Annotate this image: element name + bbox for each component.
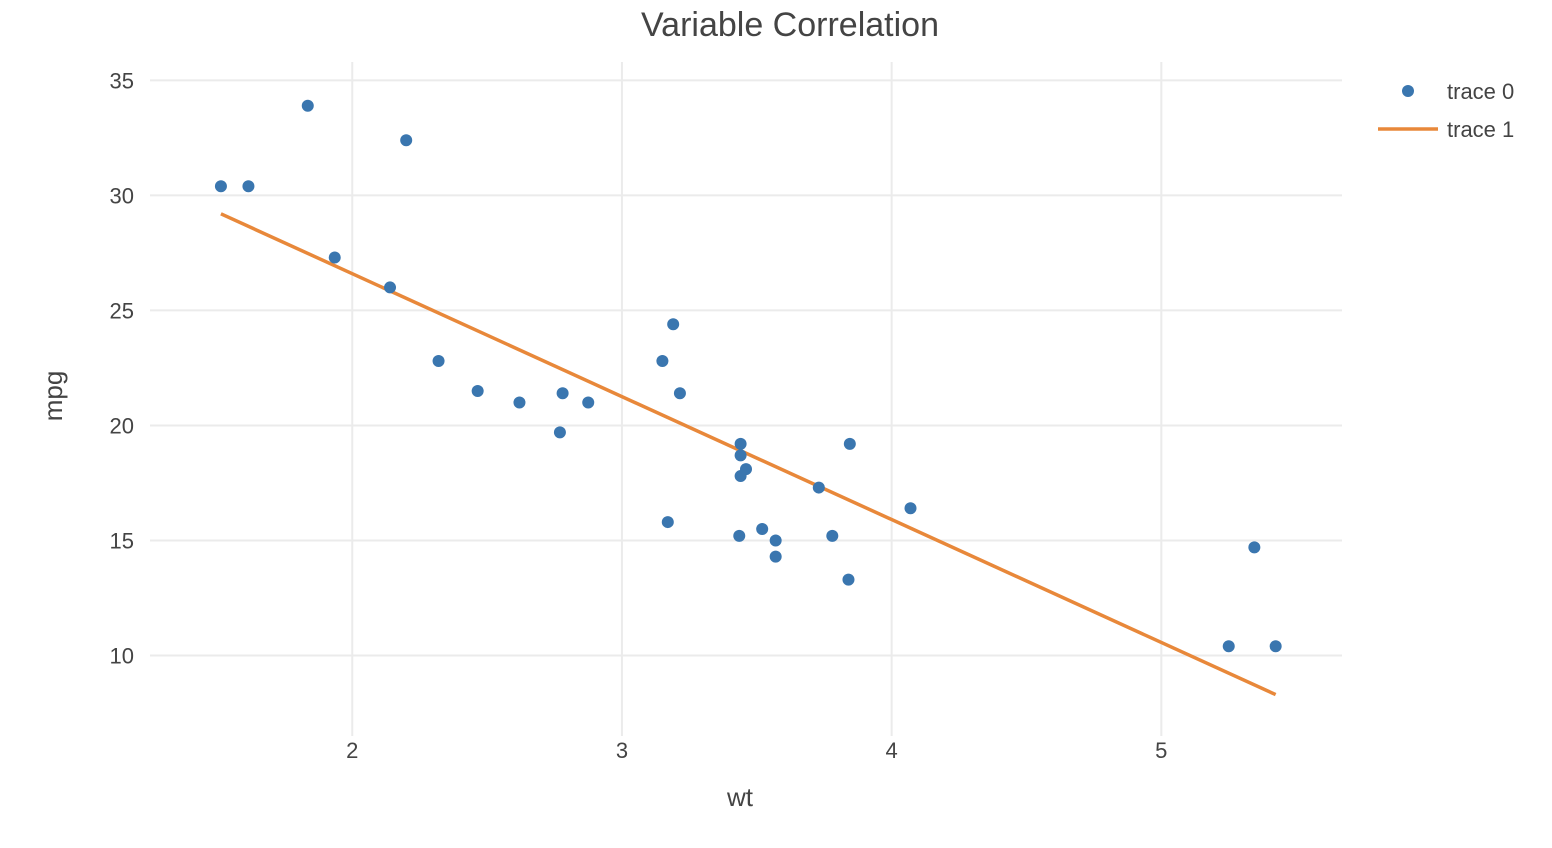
y-tick-label: 30 bbox=[110, 183, 134, 208]
scatter-point bbox=[328, 251, 341, 264]
y-tick-label: 25 bbox=[110, 298, 134, 323]
scatter-point bbox=[843, 437, 856, 450]
y-axis-title: mpg bbox=[38, 371, 68, 422]
x-tick-label: 2 bbox=[346, 738, 358, 763]
scatter-point bbox=[904, 502, 917, 515]
scatter-point bbox=[740, 463, 752, 476]
scatter-point bbox=[733, 529, 746, 542]
x-tick-label: 3 bbox=[616, 738, 628, 763]
fit-line bbox=[220, 212, 1277, 697]
legend-item[interactable]: trace 1 bbox=[1378, 117, 1514, 142]
tick-labels: 2 3 4 5 10 15 20 25 30 35 bbox=[110, 68, 1168, 763]
fit-line-layer bbox=[220, 212, 1277, 697]
scatter-point bbox=[734, 449, 747, 462]
x-axis-title: wt bbox=[726, 782, 754, 812]
scatter-point bbox=[242, 180, 255, 193]
legend[interactable]: trace 0 trace 1 bbox=[1378, 79, 1514, 142]
scatter-point bbox=[556, 387, 569, 400]
scatter-point bbox=[734, 437, 747, 450]
scatter-point bbox=[661, 516, 674, 529]
scatter-point bbox=[769, 550, 782, 563]
y-tick-label: 35 bbox=[110, 68, 134, 93]
y-tick-label: 20 bbox=[110, 413, 134, 438]
legend-label: trace 0 bbox=[1447, 79, 1514, 104]
x-tick-label: 5 bbox=[1155, 738, 1167, 763]
scatter-point bbox=[582, 396, 595, 409]
scatter-point bbox=[400, 134, 413, 147]
legend-item[interactable]: trace 0 bbox=[1402, 79, 1514, 104]
y-tick-label: 10 bbox=[110, 643, 134, 668]
scatter-point bbox=[842, 573, 855, 586]
x-tick-label: 4 bbox=[886, 738, 898, 763]
scatter-point bbox=[513, 396, 526, 409]
scatter-point bbox=[471, 384, 484, 397]
scatter-point bbox=[1222, 640, 1235, 653]
scatter-point bbox=[667, 318, 680, 331]
y-tick-label: 15 bbox=[110, 528, 134, 553]
scatter-points-layer bbox=[214, 99, 1282, 653]
legend-label: trace 1 bbox=[1447, 117, 1514, 142]
scatter-point bbox=[1269, 640, 1282, 653]
scatter-point bbox=[432, 355, 445, 368]
scatter-point bbox=[769, 534, 782, 547]
scatter-point bbox=[301, 99, 314, 112]
legend-marker-swatch bbox=[1402, 85, 1414, 97]
scatter-point bbox=[812, 481, 825, 494]
grid-lines bbox=[150, 62, 1342, 736]
scatter-point bbox=[673, 387, 686, 400]
scatter-point bbox=[214, 180, 227, 193]
scatter-point bbox=[756, 522, 769, 535]
scatter-point bbox=[826, 529, 839, 542]
scatter-point bbox=[656, 355, 669, 368]
chart-title: Variable Correlation bbox=[641, 6, 939, 44]
scatter-point bbox=[553, 426, 566, 439]
scatter-point bbox=[1248, 541, 1261, 554]
scatter-point bbox=[384, 281, 397, 294]
